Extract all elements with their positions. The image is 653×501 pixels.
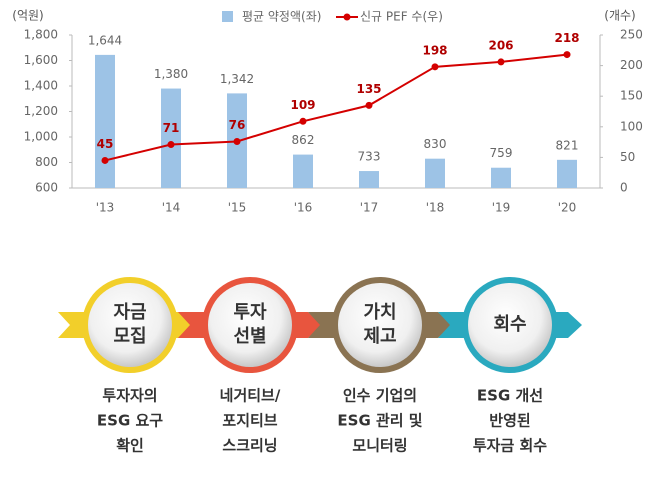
data-label: 1,342	[220, 72, 254, 86]
line-point	[431, 63, 439, 71]
bar	[359, 171, 379, 188]
y-tick-label: 1,200	[24, 104, 58, 118]
bar	[491, 167, 511, 188]
step-label: 회수	[493, 314, 526, 335]
data-label: 218	[554, 31, 579, 45]
bar	[425, 158, 445, 188]
legend-swatch	[222, 11, 233, 22]
y2-tick-label: 100	[620, 119, 643, 133]
legend-label: 평균 약정액(좌)	[242, 9, 321, 24]
step-label: 제고	[363, 326, 396, 347]
step-label: 모집	[113, 326, 146, 347]
data-label: 733	[358, 150, 381, 164]
y-axis-title: (억원)	[12, 9, 43, 23]
step-description: 반영된	[489, 412, 530, 430]
step-description: ESG 관리 및	[337, 412, 422, 430]
data-label: 1,644	[88, 33, 122, 47]
line-point	[299, 117, 307, 125]
data-label: 76	[229, 118, 246, 132]
bar	[95, 54, 115, 188]
data-label: 198	[422, 43, 447, 57]
line-point	[497, 58, 505, 66]
data-label: 1,380	[154, 67, 188, 81]
legend-marker	[343, 13, 351, 21]
data-label: 206	[488, 38, 513, 52]
step-description: 포지티브	[222, 412, 277, 430]
data-label: 759	[490, 146, 513, 160]
line	[104, 53, 568, 162]
y2-tick-label: 150	[620, 89, 643, 103]
bar	[161, 88, 181, 188]
bar	[557, 159, 577, 188]
step-circle	[468, 283, 552, 367]
x-tick-label: '18	[426, 201, 445, 215]
step-label: 투자	[233, 302, 267, 323]
data-label: 830	[424, 137, 447, 151]
y2-tick-label: 200	[620, 58, 643, 72]
step-circle	[208, 283, 292, 367]
legend-label: 신규 PEF 수(우)	[360, 10, 443, 24]
y2-tick-label: 0	[620, 181, 628, 195]
y2-tick-label: 50	[620, 150, 635, 164]
step-description: 인수 기업의	[343, 387, 417, 405]
step-description: ESG 요구	[97, 412, 163, 430]
step-label: 자금	[113, 302, 146, 323]
line-point	[563, 51, 571, 59]
step-description: 모니터링	[352, 437, 407, 455]
x-tick-label: '15	[228, 201, 247, 215]
line-point	[233, 137, 241, 145]
data-label: 45	[97, 137, 114, 151]
data-label: 71	[163, 121, 180, 135]
step-description: 투자자의	[102, 387, 157, 405]
x-tick-label: '13	[96, 201, 115, 215]
x-tick-label: '19	[492, 201, 511, 215]
data-label: 109	[290, 98, 315, 112]
y-tick-label: 800	[35, 155, 58, 169]
step-description: ESG 개선	[477, 387, 543, 405]
x-tick-label: '14	[162, 201, 181, 215]
y-tick-label: 1,800	[24, 28, 58, 42]
y-tick-label: 1,600	[24, 53, 58, 67]
data-label: 862	[292, 133, 315, 147]
step-label: 가치	[363, 302, 396, 323]
data-label: 135	[356, 82, 381, 96]
y-tick-label: 600	[35, 181, 58, 195]
step-description: 네거티브/	[220, 387, 281, 405]
data-label: 821	[556, 138, 579, 152]
x-tick-label: '20	[558, 201, 577, 215]
step-description: 스크리닝	[222, 437, 277, 455]
y2-axis-title: (개수)	[604, 9, 635, 23]
line-point	[167, 141, 175, 149]
y2-tick-label: 250	[620, 28, 643, 42]
step-description: 투자금 회수	[473, 437, 547, 455]
bar	[293, 154, 313, 188]
step-circle	[338, 283, 422, 367]
step-label: 선별	[233, 326, 266, 347]
y-tick-label: 1,000	[24, 130, 58, 144]
y-tick-label: 1,400	[24, 79, 58, 93]
step-circle	[88, 283, 172, 367]
step-description: 확인	[116, 437, 144, 455]
x-tick-label: '16	[294, 201, 313, 215]
line-point	[365, 101, 373, 109]
line-point	[101, 156, 109, 164]
x-tick-label: '17	[360, 201, 379, 215]
